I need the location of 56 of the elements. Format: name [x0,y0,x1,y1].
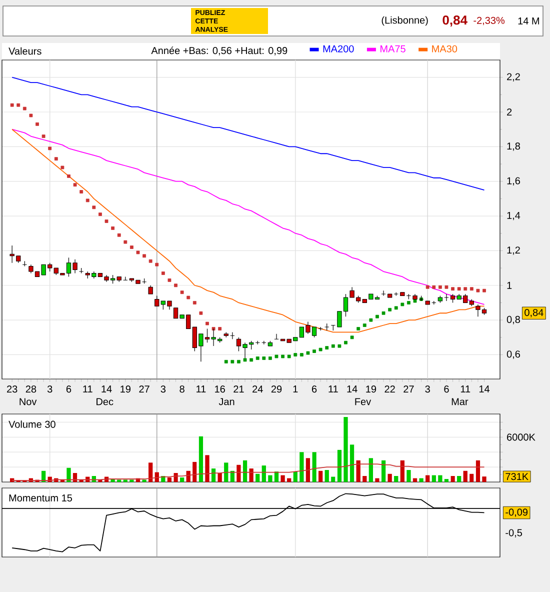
x-tick-label: 28 [26,386,36,393]
text: (Lisbonne) [382,16,428,26]
text: -0,5 [506,529,522,538]
y-tick-label: 1,8 [507,142,520,151]
x-tick-label: 14 [102,386,112,392]
x-tick-label: 19 [366,386,376,393]
text: Jan [218,398,234,406]
y-tick-label: 2,2 [507,73,520,82]
legend-label: MA30 [432,45,458,52]
x-tick-label: 3 [47,386,52,393]
x-tick-label: 8 [180,386,184,393]
x-tick-label: 6 [66,386,72,393]
text: Année +Bas: 0,56 +Haut: 0,99 [151,46,288,56]
y-tick-label: 2 [507,108,512,116]
x-tick-label: 23 [7,386,18,393]
x-tick-label: 29 [271,386,282,393]
text: 0,84 [524,308,544,318]
x-tick-label: 11 [328,386,338,392]
y-tick-label: 1,2 [507,246,520,255]
x-tick-label: 27 [139,386,150,393]
y-tick-label: 1,6 [507,177,520,186]
text: Fev [355,398,372,406]
y-tick-label: 1,4 [507,212,520,220]
text: Dec [96,398,114,406]
legend-label: MA75 [380,45,406,52]
x-tick-label: 3 [425,386,430,393]
y-tick-label: 0,6 [506,350,520,359]
x-tick-label: 6 [444,386,449,393]
text: -2,33% [474,16,505,26]
x-tick-label: 14 [479,386,490,392]
x-tick-label: 14 [347,386,358,392]
x-tick-label: 21 [234,386,244,393]
x-tick-label: 1 [293,386,298,392]
legend-title: Valeurs [8,47,42,55]
text: Nov [20,398,37,406]
x-tick-label: 16 [215,386,225,393]
x-tick-label: 22 [384,386,395,393]
x-tick-label: 11 [460,386,470,392]
y-tick-label: 1 [507,282,512,289]
legend-label: MA200 [323,45,354,52]
text: 731K [506,473,528,480]
text: Mar [452,398,468,406]
chart-title: Momentum 15 [9,494,72,502]
text: Volume 30 [8,420,56,428]
x-tick-label: 3 [160,386,166,393]
x-tick-label: 24 [252,386,263,393]
x-tick-label: 11 [196,386,206,392]
x-tick-label: 6 [312,386,317,393]
text: 14 M [518,18,539,24]
text: 0,84 [442,15,468,27]
x-tick-label: 19 [120,386,130,393]
x-tick-label: 11 [83,386,92,392]
text: -0,09 [506,508,528,517]
y-tick-label: 6000K [507,434,536,441]
y-tick-label: 0,8 [506,316,520,324]
x-tick-label: 27 [404,386,414,393]
